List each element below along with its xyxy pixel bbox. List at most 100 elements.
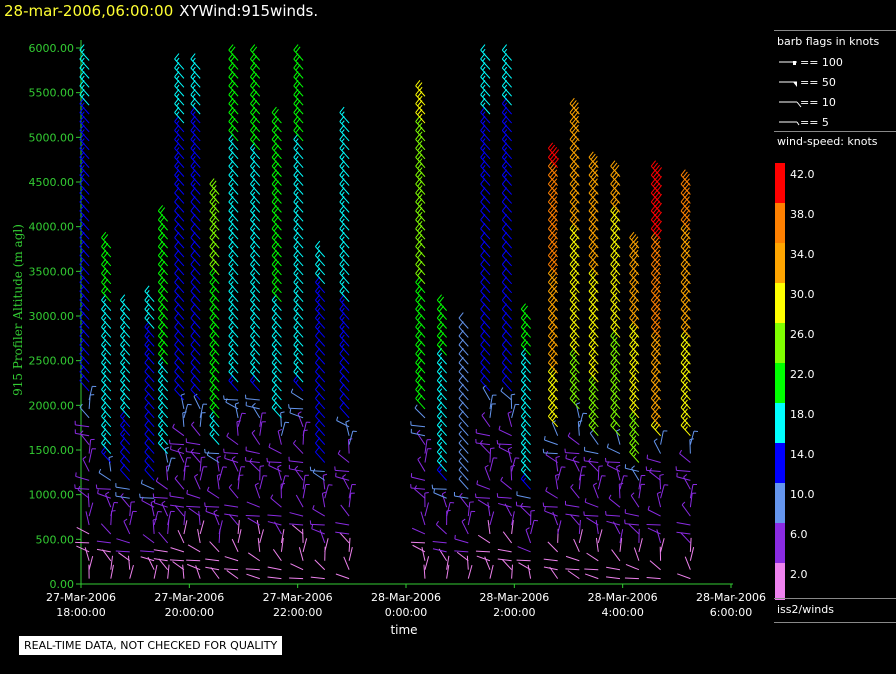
barb-staff — [186, 451, 201, 455]
barb-flag — [252, 191, 256, 196]
barb-staff — [190, 308, 201, 320]
wind-barb — [231, 538, 239, 553]
barb-flag — [312, 505, 315, 510]
barb-flag — [656, 303, 661, 308]
barb-staff — [458, 478, 469, 490]
barb-staff — [569, 255, 580, 267]
barb-column — [334, 106, 357, 580]
wind-barb — [604, 457, 620, 464]
barb-staff — [676, 531, 691, 535]
barb-staff — [174, 353, 185, 365]
chart-title: 28-mar-2006,06:00:00 XYWind:915winds. — [4, 2, 318, 20]
barb-flag — [482, 164, 486, 169]
barb-staff — [174, 371, 185, 383]
wind-barb — [190, 53, 201, 70]
barb-staff — [293, 371, 304, 383]
wind-barb — [675, 466, 691, 472]
wind-barb — [454, 534, 469, 544]
barb-flag — [293, 439, 297, 444]
barb-staff — [339, 183, 350, 195]
barb-flag — [522, 477, 527, 482]
barb-staff — [415, 290, 426, 303]
barb-staff — [228, 156, 239, 169]
wind-barb — [412, 544, 426, 553]
barb-staff — [293, 219, 304, 231]
source-label: iss2/winds — [777, 603, 834, 616]
barb-staff — [79, 156, 90, 169]
barb-staff — [680, 398, 691, 410]
barb-flag — [614, 372, 618, 377]
barb-flag — [290, 388, 294, 393]
barb-staff — [680, 424, 691, 437]
barb-flag — [553, 232, 558, 236]
barb-staff — [271, 210, 282, 222]
barb-flag — [503, 66, 508, 71]
barb-flag — [633, 381, 637, 386]
barb-flag — [230, 156, 234, 160]
barb-staff — [610, 380, 621, 392]
barb-staff — [343, 556, 350, 570]
wind-barb — [110, 555, 114, 570]
barb-staff — [458, 335, 469, 347]
barb-staff — [228, 76, 239, 88]
barb-staff — [144, 398, 155, 410]
barb-flag — [252, 370, 256, 375]
barb-flag — [490, 447, 495, 450]
wind-barb — [507, 446, 513, 463]
wind-barb — [584, 498, 599, 508]
barb-flag — [498, 425, 501, 430]
wind-barb — [446, 502, 455, 517]
barb-staff — [454, 495, 469, 499]
flag-pennant — [793, 82, 797, 87]
barb-flag — [252, 402, 256, 407]
barb-staff — [689, 430, 695, 445]
barb-flag — [268, 443, 271, 448]
barb-staff — [610, 264, 621, 276]
barb-staff — [101, 442, 112, 454]
barb-flag — [103, 406, 107, 410]
barb-staff — [569, 371, 580, 383]
barb-flag — [459, 492, 463, 497]
barb-staff — [209, 282, 220, 294]
flag-barb — [796, 121, 800, 126]
barb-staff — [501, 139, 512, 151]
barb-staff — [501, 290, 512, 303]
barb-flag — [433, 488, 436, 493]
barb-staff — [520, 344, 531, 356]
barb-flag — [252, 352, 256, 357]
barb-staff — [466, 555, 469, 570]
barb-staff — [271, 228, 282, 240]
barb-staff — [415, 192, 426, 204]
barb-staff — [610, 398, 621, 410]
barb-staff — [680, 246, 691, 258]
barb-staff — [584, 450, 599, 455]
barb-staff — [271, 371, 282, 383]
barb-flag — [684, 381, 688, 386]
barb-flag — [192, 147, 196, 151]
barb-staff — [547, 201, 559, 213]
barb-flag — [522, 415, 527, 419]
barb-flag — [341, 120, 345, 125]
barb-staff — [79, 353, 90, 365]
barb-staff — [624, 523, 639, 526]
barb-staff — [302, 484, 307, 499]
barb-flag — [458, 421, 462, 426]
barb-staff — [271, 255, 282, 267]
wind-barb — [231, 456, 239, 472]
barb-staff — [339, 174, 350, 186]
barb-staff — [271, 174, 282, 186]
barb-flag — [419, 86, 423, 91]
barb-staff — [615, 430, 621, 445]
barb-staff — [271, 130, 282, 142]
barb-flag — [503, 120, 508, 125]
barb-staff — [549, 566, 559, 579]
barb-staff — [158, 558, 169, 571]
barb-staff — [547, 290, 559, 303]
barb-flag — [277, 428, 282, 432]
barb-flag — [547, 142, 554, 149]
barb-staff — [250, 174, 261, 186]
barb-staff — [520, 506, 531, 517]
barb-staff — [79, 344, 90, 356]
y-tick-label: 1500.00 — [29, 444, 75, 457]
barb-flag — [656, 339, 661, 343]
